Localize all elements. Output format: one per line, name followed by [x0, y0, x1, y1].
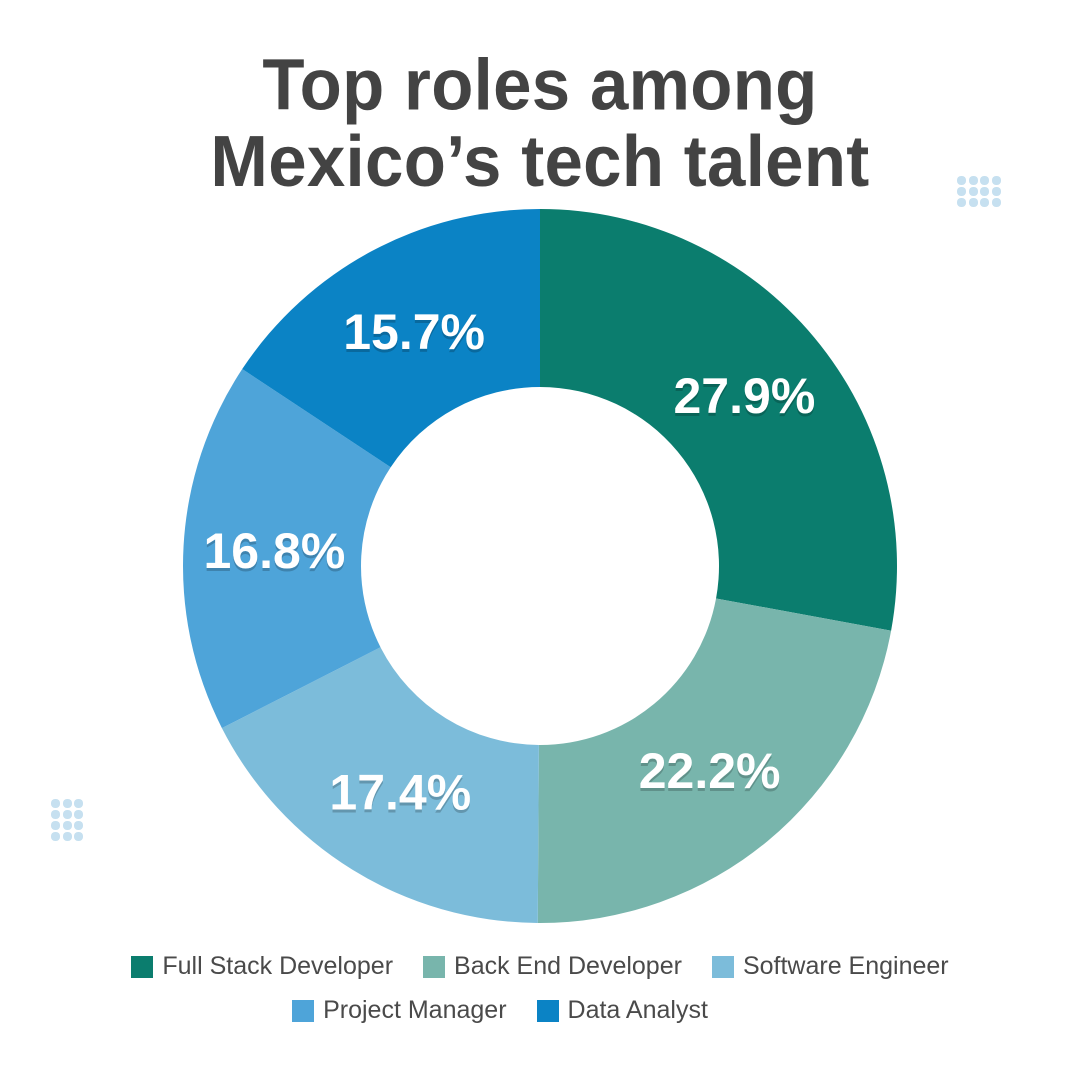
svg-text:17.4%: 17.4% — [329, 765, 471, 821]
svg-text:15.7%: 15.7% — [343, 304, 485, 360]
svg-text:22.2%: 22.2% — [639, 743, 781, 799]
svg-text:16.8%: 16.8% — [204, 523, 346, 579]
svg-text:27.9%: 27.9% — [674, 368, 816, 424]
